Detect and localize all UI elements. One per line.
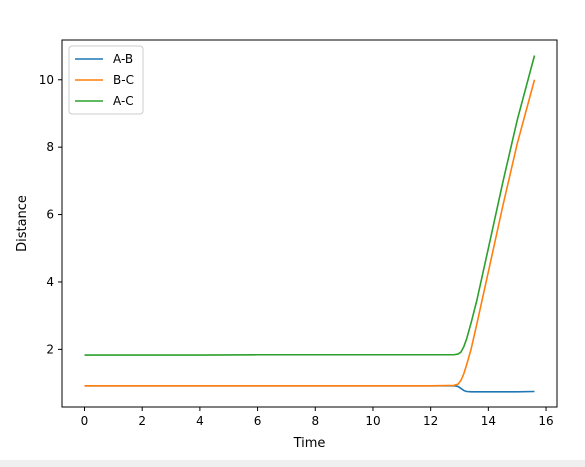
legend-label: B-C xyxy=(113,73,134,87)
y-axis-label: Distance xyxy=(15,195,30,252)
x-tick-label: 14 xyxy=(481,414,496,428)
x-tick-label: 10 xyxy=(365,414,380,428)
y-tick-label: 4 xyxy=(46,275,54,289)
series-line-a-b xyxy=(84,384,535,393)
series-line-a-c xyxy=(84,55,536,356)
x-axis: 0 2 4 6 8 10 12 14 16 xyxy=(81,407,554,428)
x-tick-label: 0 xyxy=(81,414,89,428)
legend-label: A-C xyxy=(113,94,134,108)
x-tick-label: 6 xyxy=(254,414,262,428)
bottom-strip xyxy=(0,460,585,467)
y-tick-label: 8 xyxy=(46,140,54,154)
x-tick-label: 12 xyxy=(423,414,438,428)
series-layer xyxy=(84,55,536,393)
x-tick-label: 4 xyxy=(196,414,204,428)
y-axis: 2 4 6 8 10 xyxy=(39,73,62,356)
legend: A-B B-C A-C xyxy=(68,45,144,115)
legend-box xyxy=(68,45,144,115)
x-tick-label: 2 xyxy=(138,414,146,428)
y-tick-label: 2 xyxy=(46,342,54,356)
x-axis-label: Time xyxy=(293,436,326,451)
series-line-b-c xyxy=(84,79,536,387)
x-tick-label: 8 xyxy=(311,414,319,428)
x-tick-label: 16 xyxy=(538,414,553,428)
axes-frame xyxy=(61,39,558,408)
y-tick-label: 6 xyxy=(46,208,54,222)
y-tick-label: 10 xyxy=(39,73,54,87)
legend-label: A-B xyxy=(113,52,133,66)
